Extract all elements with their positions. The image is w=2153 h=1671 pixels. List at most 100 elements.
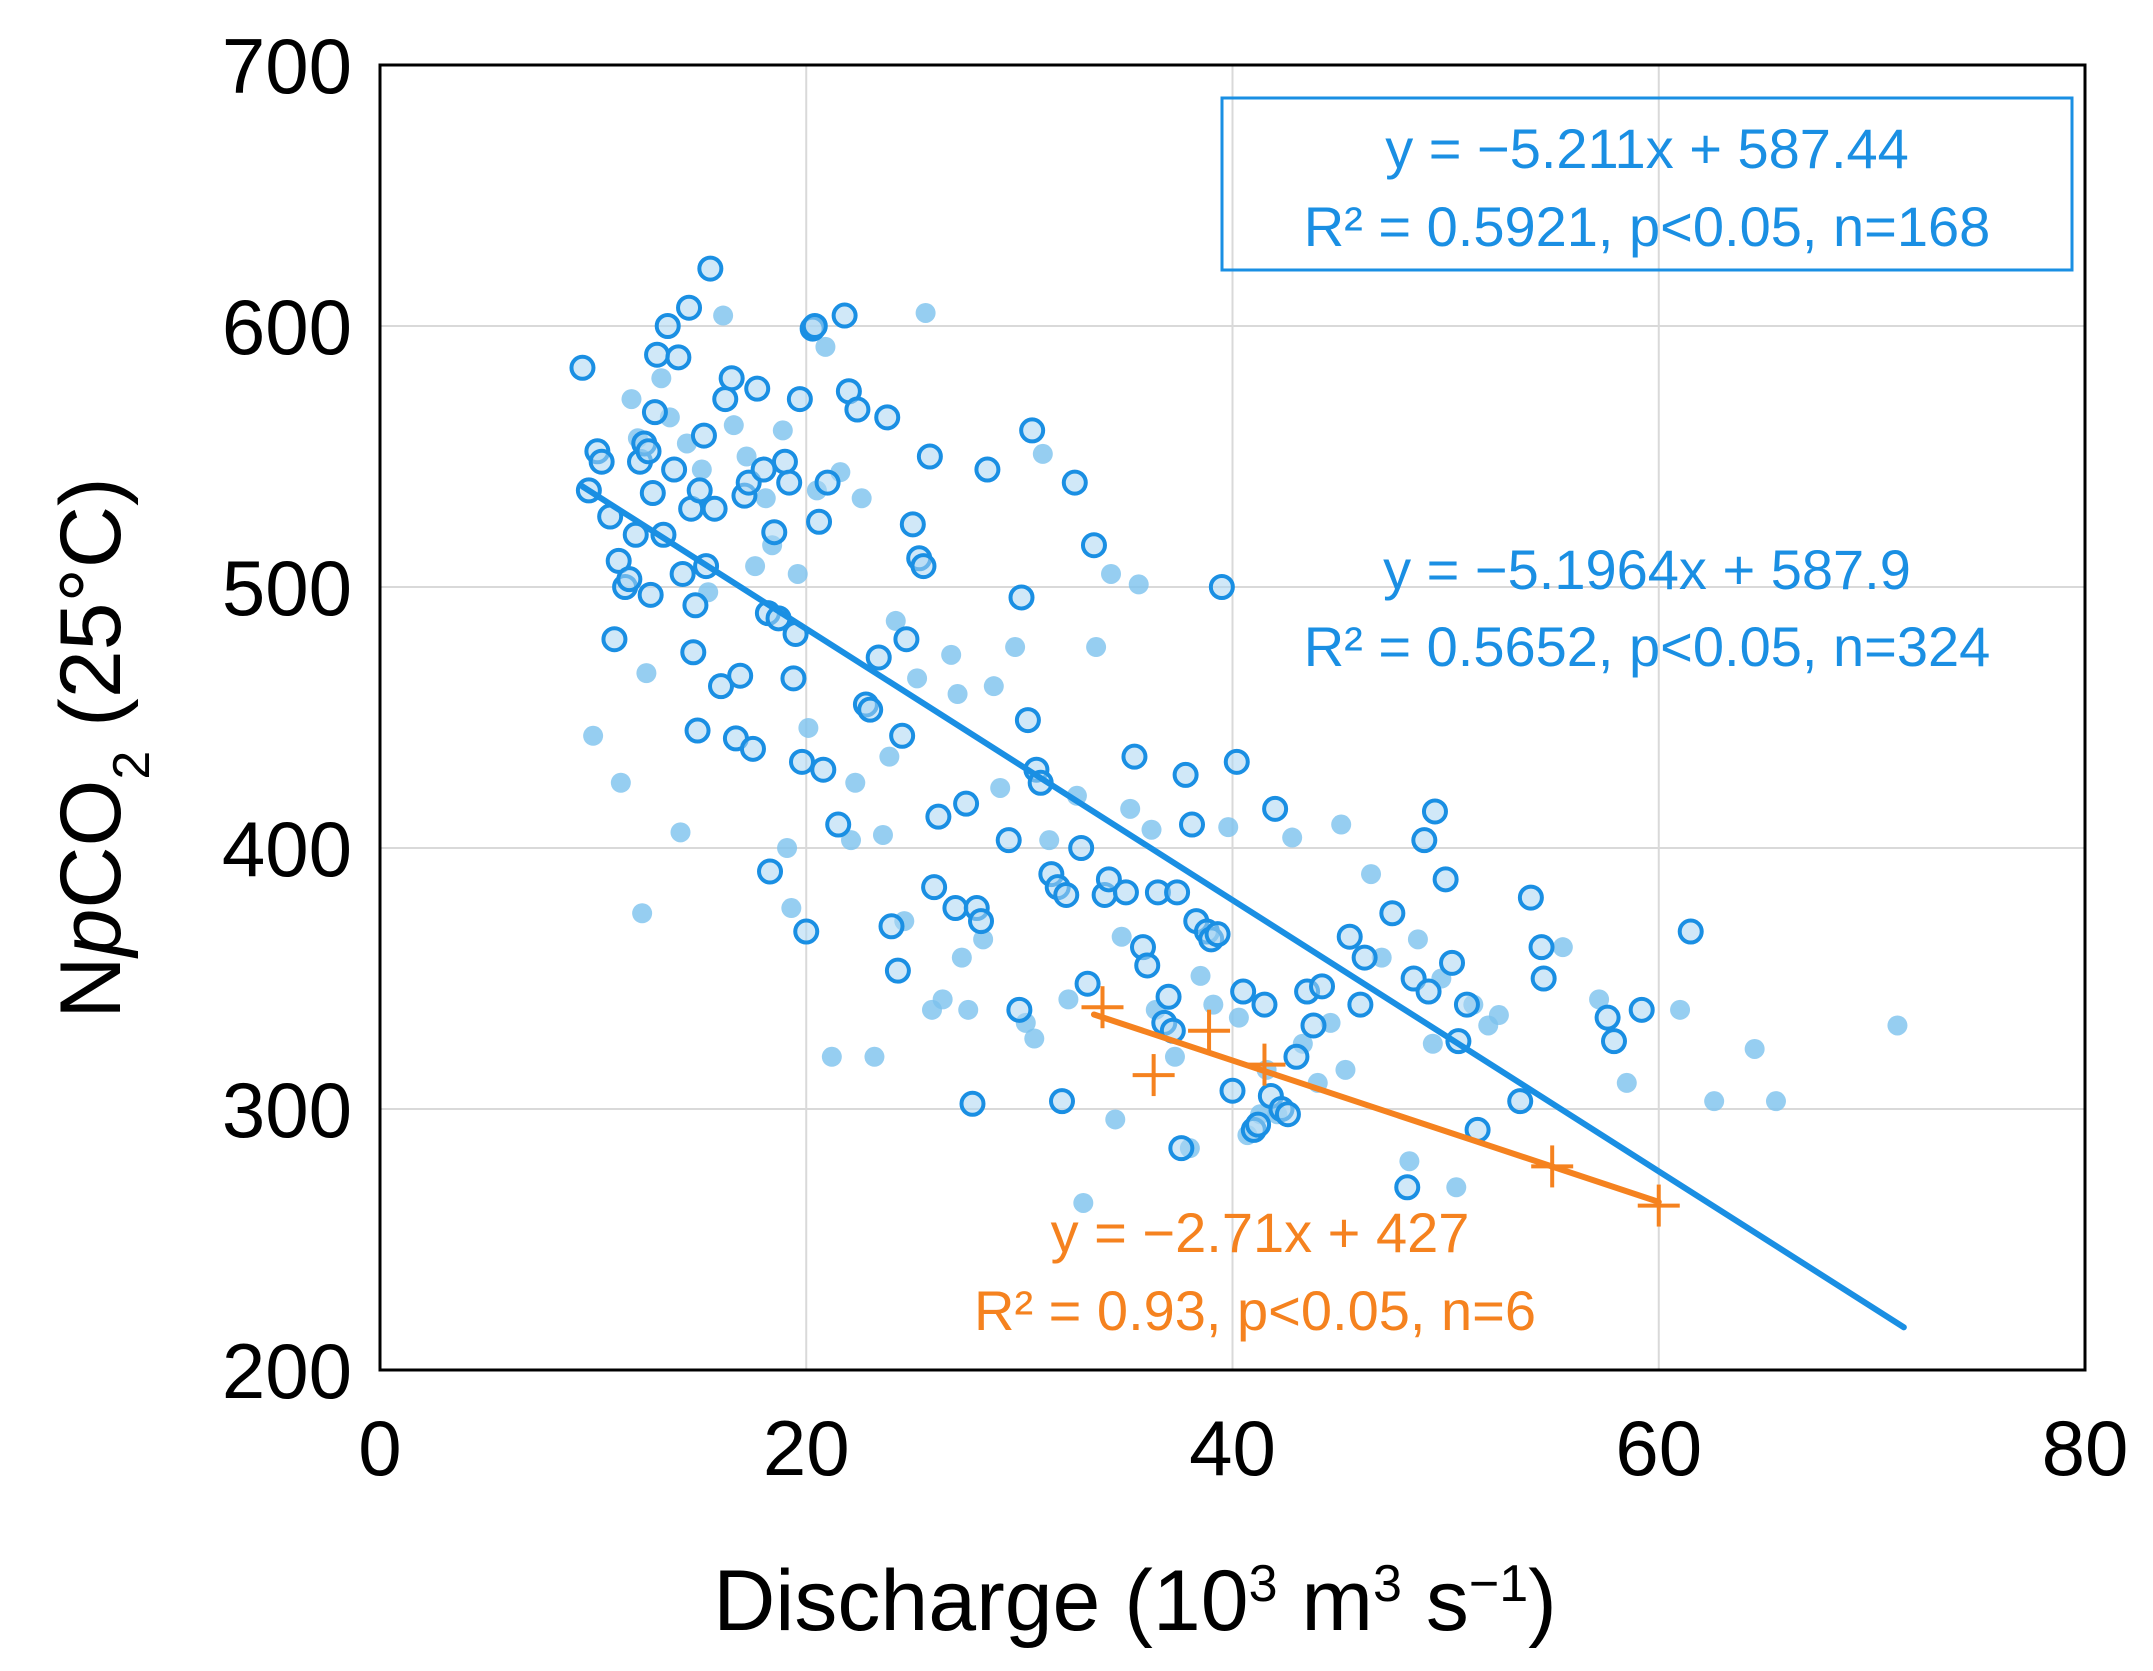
scatter-point-open [1019, 417, 1046, 444]
scatter-point-open [857, 696, 884, 723]
scatter-point-open [1068, 835, 1095, 861]
scatter-point-filled [670, 822, 691, 843]
annotation-middle: y = −5.1964x + 587.9 R² = 0.5652, p<0.05… [1304, 538, 1991, 678]
scatter-point-open [569, 354, 596, 381]
scatter-point-open [641, 399, 668, 426]
scatter-point-open [865, 644, 892, 671]
scatter-point-open [910, 553, 937, 580]
scatter-point-open [1507, 1088, 1534, 1115]
x-tick-label: 0 [358, 1404, 401, 1492]
scatter-point-open [995, 827, 1022, 854]
scatter-point-filled [851, 488, 872, 509]
scatter-point-open [771, 448, 798, 475]
scatter-point-filled [1589, 989, 1610, 1010]
scatter-point-open [899, 511, 926, 538]
scatter-point-open [676, 294, 703, 321]
scatter-point-filled [651, 368, 672, 389]
scatter-point-open [1245, 1111, 1272, 1138]
scatter-point-open [1080, 532, 1107, 559]
scatter-point-filled [1331, 814, 1352, 835]
scatter-point-open [1600, 1028, 1627, 1055]
scatter-point-open [806, 508, 833, 535]
scatter-point-open [637, 581, 664, 608]
scatter-point-filled [787, 563, 808, 584]
scatter-point-filled [1282, 827, 1303, 848]
annotation-middle-stats: R² = 0.5652, p<0.05, n=324 [1304, 615, 1991, 678]
scatter-point-open [776, 469, 803, 496]
scatter-point-filled [781, 898, 802, 919]
y-tick-label: 400 [222, 805, 352, 893]
scatter-point-open [644, 341, 671, 368]
scatter-point-open [1517, 884, 1544, 911]
scatter-point-filled [1058, 989, 1079, 1010]
scatter-point-open [801, 313, 828, 339]
y-tick-label: 300 [222, 1066, 352, 1154]
scatter-point-filled [1086, 637, 1107, 658]
scatter-point-filled [1073, 1192, 1094, 1213]
scatter-point-open [1415, 978, 1442, 1005]
scatter-point-filled [723, 415, 744, 436]
scatter-point-open [1594, 1004, 1621, 1031]
x-tick-label: 60 [1615, 1404, 1702, 1492]
scatter-point-open [1421, 798, 1448, 825]
scatter-point-open [684, 717, 711, 744]
scatter-point-open [974, 456, 1001, 483]
scatter-point-filled [1399, 1151, 1420, 1172]
scatter-point-filled [1120, 798, 1141, 819]
scatter-point-open [718, 365, 745, 392]
scatter-point-open [697, 255, 724, 282]
scatter-point-open [1439, 949, 1466, 976]
annotation-top-equation: y = −5.211x + 587.44 [1385, 117, 1909, 180]
scatter-point-open [1074, 970, 1101, 997]
scatter-point-filled [1039, 830, 1060, 851]
scatter-point-filled [947, 684, 968, 705]
scatter-point-open [739, 735, 766, 762]
scatter-point-filled [1765, 1091, 1786, 1112]
scatter-point-filled [1141, 819, 1162, 840]
scatter-point-filled [821, 1046, 842, 1067]
scatter-point-open [1283, 1043, 1310, 1070]
scatter-point-filled [915, 302, 936, 323]
scatter-point-open [744, 375, 771, 402]
scatter-point-open [1164, 879, 1191, 906]
scatter-point-open [874, 404, 901, 431]
scatter-point-filled [636, 663, 657, 684]
scatter-point-filled [1024, 1028, 1045, 1049]
scatter-point-filled [973, 929, 994, 950]
scatter-point-filled [1407, 929, 1428, 950]
scatter-point-open [665, 344, 692, 371]
scatter-point-open [616, 566, 643, 593]
grid-lines [379, 64, 2086, 1371]
scatter-point-filled [864, 1046, 885, 1067]
scatter-point-plus [1637, 1184, 1680, 1227]
scatter-point-filled [1704, 1091, 1725, 1112]
scatter-point-open [1208, 574, 1235, 600]
scatter-point-filled [621, 389, 642, 410]
scatter-point-open [1432, 866, 1459, 893]
scatter-point-open [1274, 1101, 1301, 1128]
scatter-point-filled [632, 903, 653, 924]
scatter-point-open [686, 477, 713, 504]
scatter-point-open [661, 456, 688, 483]
scatter-point-open [1530, 965, 1557, 992]
scatter-point-filled [772, 420, 793, 441]
scatter-point-open [788, 748, 815, 775]
scatter-point-open [1251, 991, 1278, 1018]
scatter-point-open [708, 673, 734, 700]
scatter-point-open [1262, 795, 1289, 822]
scatter-point-filled [745, 556, 766, 577]
tick-labels: 0 20 40 60 80 200 300 400 500 600 700 [222, 22, 2129, 1492]
scatter-point-filled [610, 772, 631, 793]
y-tick-label: 500 [222, 544, 352, 632]
scatter-point-filled [1164, 1046, 1185, 1067]
scatter-point-open [1155, 983, 1182, 1010]
scatter-point-filled [958, 999, 979, 1020]
scatter-point-filled [1616, 1072, 1637, 1093]
annotation-bottom-stats: R² = 0.93, p<0.05, n=6 [974, 1279, 1536, 1342]
scatter-point-open [1179, 811, 1206, 838]
annotation-middle-equation: y = −5.1964x + 587.9 [1383, 538, 1911, 601]
regression-line [1090, 1011, 1662, 1205]
scatter-point-open [1134, 952, 1161, 979]
fit-lines [579, 483, 1907, 1331]
